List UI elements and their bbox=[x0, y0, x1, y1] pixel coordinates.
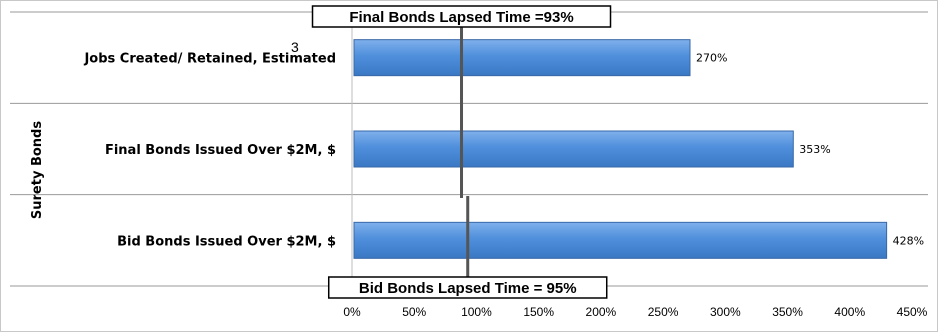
reference-label-box bbox=[311, 5, 612, 28]
bar bbox=[353, 130, 794, 168]
category-label: Jobs Created/ Retained, Estimated bbox=[83, 52, 336, 67]
y-axis-label: Surety Bonds bbox=[30, 121, 45, 219]
category-label: Bid Bonds Issued Over $2M, $ bbox=[117, 234, 336, 249]
reference-lines: Final Bonds Lapsed Time =93% Bid Bonds La… bbox=[311, 5, 612, 299]
reference-label: Bid Bonds Lapsed Time = 95% bbox=[359, 280, 577, 297]
bars bbox=[353, 39, 888, 259]
x-tick-label: 350% bbox=[772, 305, 803, 319]
x-tick-label: 150% bbox=[523, 305, 554, 319]
x-tick-label: 0% bbox=[343, 305, 361, 319]
x-tick-label: 250% bbox=[648, 305, 679, 319]
x-tick-label: 200% bbox=[586, 305, 617, 319]
annotation-3: 3 bbox=[291, 39, 299, 55]
data-label: 353% bbox=[799, 143, 830, 156]
category-labels: Jobs Created/ Retained, Estimated 270% Fin… bbox=[83, 52, 924, 250]
x-tick-label: 100% bbox=[461, 305, 492, 319]
bar bbox=[353, 221, 888, 259]
bar bbox=[353, 39, 691, 77]
x-axis-ticks: 0% 50% 100% 150% 200% 250% 300% 350% 400% 450% bbox=[343, 305, 927, 319]
x-tick-label: 50% bbox=[402, 305, 426, 319]
x-tick-label: 450% bbox=[897, 305, 928, 319]
category-label: Final Bonds Issued Over $2M, $ bbox=[105, 143, 336, 158]
reference-label: Final Bonds Lapsed Time =93% bbox=[349, 9, 573, 26]
reference-label-box bbox=[327, 276, 608, 299]
x-tick-label: 400% bbox=[834, 305, 865, 319]
data-label: 270% bbox=[696, 52, 727, 65]
x-tick-label: 300% bbox=[710, 305, 741, 319]
data-label: 428% bbox=[893, 234, 924, 247]
